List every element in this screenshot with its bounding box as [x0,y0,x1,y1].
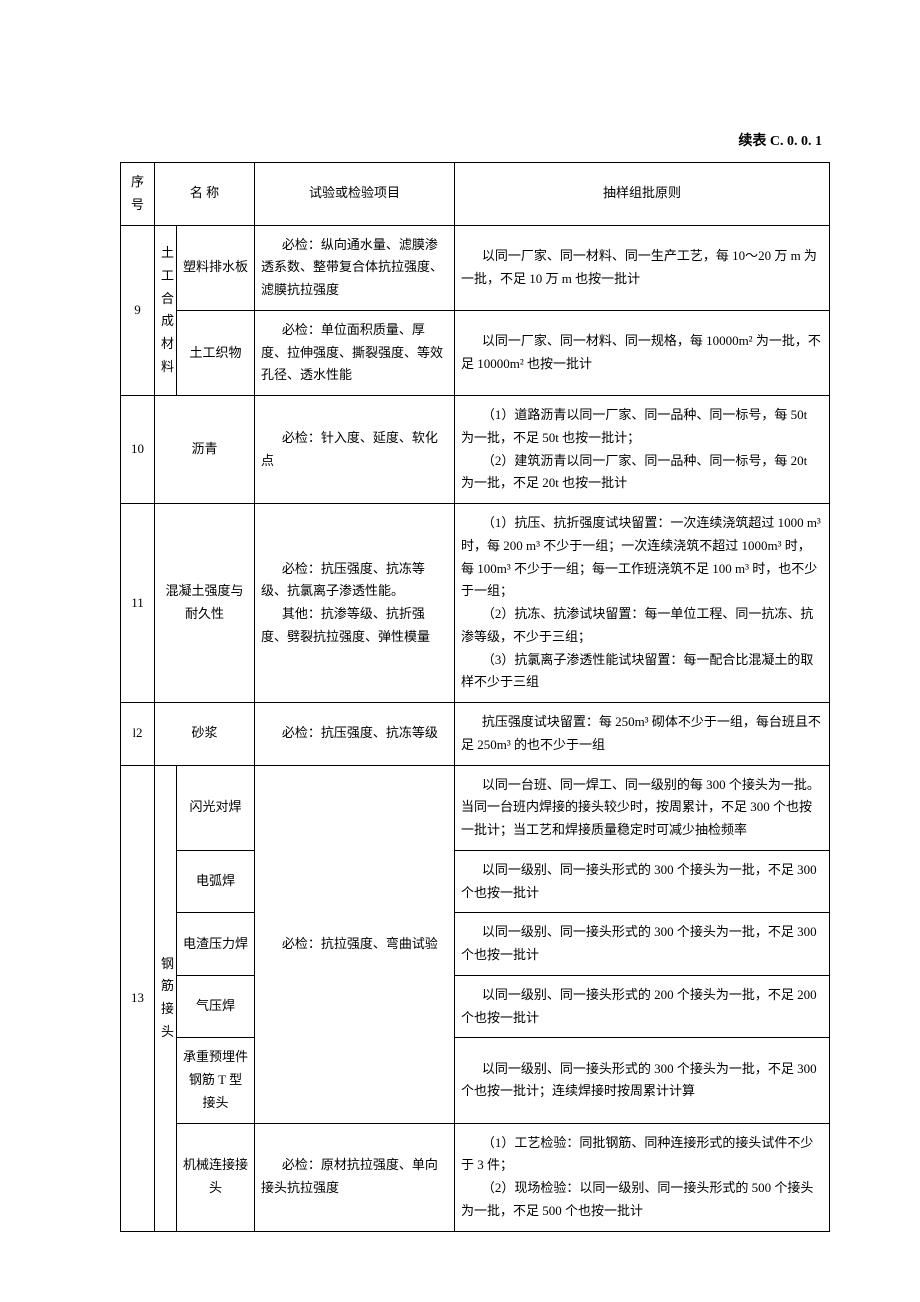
cell-group-name: 土工合成材料 [155,225,177,396]
table-row: 10 沥青 必检：针入度、延度、软化点 （1）道路沥青以同一厂家、同一品种、同一… [121,396,830,504]
cell-test: 必检：抗压强度、抗冻等级 [255,703,455,766]
cell-seq: 13 [121,765,155,1231]
cell-test: 必检：单位面积质量、厚度、拉伸强度、撕裂强度、等效孔径、透水性能 [255,310,455,395]
cell-rule: 以同一级别、同一接头形式的 300 个接头为一批，不足 300 个也按一批计 [455,913,830,976]
cell-rule: 以同一厂家、同一材料、同一生产工艺，每 10～20 万 m 为一批，不足 10 … [455,225,830,310]
table-row: 13 钢筋接头 闪光对焊 必检：抗拉强度、弯曲试验 以同一台班、同一焊工、同一级… [121,765,830,850]
cell-rule: 以同一级别、同一接头形式的 200 个接头为一批，不足 200 个也按一批计 [455,975,830,1038]
table-row: 气压焊 以同一级别、同一接头形式的 200 个接头为一批，不足 200 个也按一… [121,975,830,1038]
table-row: 电弧焊 以同一级别、同一接头形式的 300 个接头为一批，不足 300 个也按一… [121,850,830,913]
cell-seq: 11 [121,504,155,703]
cell-test: 必检：抗压强度、抗冻等级、抗氯离子渗透性能。 其他：抗渗等级、抗折强度、劈裂抗拉… [255,504,455,703]
col-name-header: 名 称 [155,163,255,226]
cell-name: 土工织物 [177,310,255,395]
table-row: 11 混凝土强度与耐久性 必检：抗压强度、抗冻等级、抗氯离子渗透性能。 其他：抗… [121,504,830,703]
cell-seq: 10 [121,396,155,504]
table-row: l2 砂浆 必检：抗压强度、抗冻等级 抗压强度试块留置：每 250m³ 砌体不少… [121,703,830,766]
table-row: 土工织物 必检：单位面积质量、厚度、拉伸强度、撕裂强度、等效孔径、透水性能 以同… [121,310,830,395]
cell-name: 塑料排水板 [177,225,255,310]
table-row: 电渣压力焊 以同一级别、同一接头形式的 300 个接头为一批，不足 300 个也… [121,913,830,976]
cell-test: 必检：原材抗拉强度、单向接头抗拉强度 [255,1123,455,1231]
cell-rule: 以同一厂家、同一材料、同一规格，每 10000m² 为一批，不足 10000m²… [455,310,830,395]
col-test-header: 试验或检验项目 [255,163,455,226]
cell-test: 必检：抗拉强度、弯曲试验 [255,765,455,1123]
cell-name: 承重预埋件钢筋 T 型接头 [177,1038,255,1123]
cell-rule: 以同一级别、同一接头形式的 300 个接头为一批，不足 300 个也按一批计；连… [455,1038,830,1123]
cell-seq: 9 [121,225,155,396]
cell-seq: l2 [121,703,155,766]
cell-name: 电弧焊 [177,850,255,913]
table-header-row: 序号 名 称 试验或检验项目 抽样组批原则 [121,163,830,226]
cell-name: 砂浆 [155,703,255,766]
cell-name: 闪光对焊 [177,765,255,850]
table-row: 9 土工合成材料 塑料排水板 必检：纵向通水量、滤膜渗透系数、整带复合体抗拉强度… [121,225,830,310]
cell-rule: （1）工艺检验：同批钢筋、同种连接形式的接头试件不少于 3 件； （2）现场检验… [455,1123,830,1231]
cell-rule: 以同一台班、同一焊工、同一级别的每 300 个接头为一批。当同一台班内焊接的接头… [455,765,830,850]
cell-rule: 抗压强度试块留置：每 250m³ 砌体不少于一组，每台班且不足 250m³ 的也… [455,703,830,766]
cell-rule: 以同一级别、同一接头形式的 300 个接头为一批，不足 300 个也按一批计 [455,850,830,913]
cell-rule: （1）道路沥青以同一厂家、同一品种、同一标号，每 50t 为一批，不足 50t … [455,396,830,504]
col-rule-header: 抽样组批原则 [455,163,830,226]
table-caption: 续表 C. 0. 0. 1 [120,130,830,150]
cell-name: 电渣压力焊 [177,913,255,976]
table-row: 机械连接接头 必检：原材抗拉强度、单向接头抗拉强度 （1）工艺检验：同批钢筋、同… [121,1123,830,1231]
cell-name: 混凝土强度与耐久性 [155,504,255,703]
cell-name: 机械连接接头 [177,1123,255,1231]
col-seq-header: 序号 [121,163,155,226]
cell-rule: （1）抗压、抗折强度试块留置：一次连续浇筑超过 1000 m³ 时，每 200 … [455,504,830,703]
cell-group-name: 钢筋接头 [155,765,177,1231]
cell-name: 气压焊 [177,975,255,1038]
table-row: 承重预埋件钢筋 T 型接头 以同一级别、同一接头形式的 300 个接头为一批，不… [121,1038,830,1123]
spec-table: 序号 名 称 试验或检验项目 抽样组批原则 9 土工合成材料 塑料排水板 必检：… [120,162,830,1232]
cell-test: 必检：纵向通水量、滤膜渗透系数、整带复合体抗拉强度、滤膜抗拉强度 [255,225,455,310]
cell-name: 沥青 [155,396,255,504]
cell-test: 必检：针入度、延度、软化点 [255,396,455,504]
